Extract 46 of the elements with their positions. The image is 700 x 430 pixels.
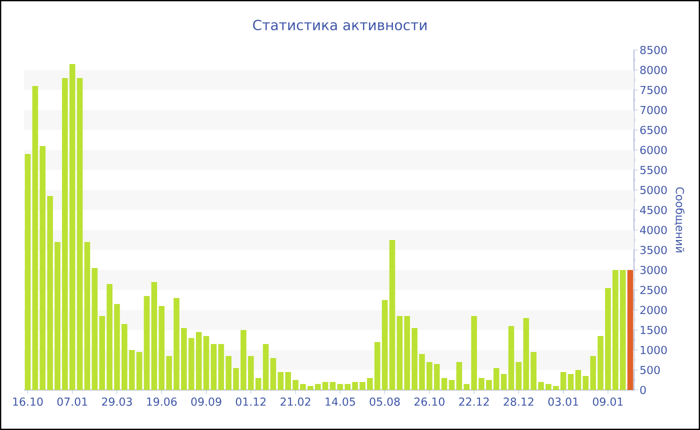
y-tick-label: 4500 (640, 206, 667, 214)
x-tick-label: 16.10 (13, 398, 43, 406)
y-tick-label: 3500 (640, 246, 667, 254)
bar (330, 382, 336, 390)
x-tick-label: 29.03 (102, 398, 132, 406)
y-tick-label: 6000 (640, 146, 667, 154)
x-tick-label: 01.12 (236, 398, 266, 406)
bar (322, 382, 328, 390)
y-tick-label: 5000 (640, 186, 667, 194)
y-tick-label: 7500 (640, 86, 667, 94)
x-tick-label: 28.12 (504, 398, 534, 406)
y-tick-label: 1500 (640, 326, 667, 334)
bar (568, 374, 574, 390)
y-tick-label: 1000 (640, 346, 667, 354)
y-tick-label: 5500 (640, 166, 667, 174)
bar (389, 240, 396, 390)
bar (203, 336, 210, 390)
x-tick-label: 07.01 (57, 398, 88, 406)
x-tick-label: 19.06 (147, 398, 177, 406)
bar (144, 296, 150, 390)
y-tick-label: 500 (640, 366, 660, 374)
x-tick-label: 05.08 (370, 398, 400, 406)
bar (84, 242, 90, 390)
y-tick-label: 2500 (640, 286, 667, 294)
y-tick-label: 8000 (640, 66, 667, 74)
bar (24, 154, 31, 390)
x-tick-label: 22.12 (459, 398, 489, 406)
chart-title: Статистика активности (253, 20, 426, 30)
y-tick-label: 2000 (640, 306, 667, 314)
y-axis-title: Сообщений (674, 187, 684, 252)
bar (262, 344, 269, 390)
y-tick-label: 7000 (640, 106, 667, 114)
y-tick-label: 4000 (640, 226, 667, 234)
y-tick-label: 0 (640, 386, 646, 394)
y-tick-label: 8500 (640, 46, 667, 54)
bar (448, 380, 455, 390)
x-tick-label: 14.05 (326, 398, 355, 406)
x-tick-label: 21.02 (280, 398, 310, 406)
y-tick-label: 3000 (640, 266, 667, 274)
bar (627, 270, 634, 390)
x-tick-label: 09.09 (191, 398, 222, 406)
bar (508, 326, 514, 390)
x-tick-label: 03.01 (548, 398, 578, 406)
x-tick-label: 26.10 (414, 398, 444, 406)
x-tick-label: 09.01 (592, 398, 623, 406)
y-tick-label: 6500 (640, 126, 667, 134)
